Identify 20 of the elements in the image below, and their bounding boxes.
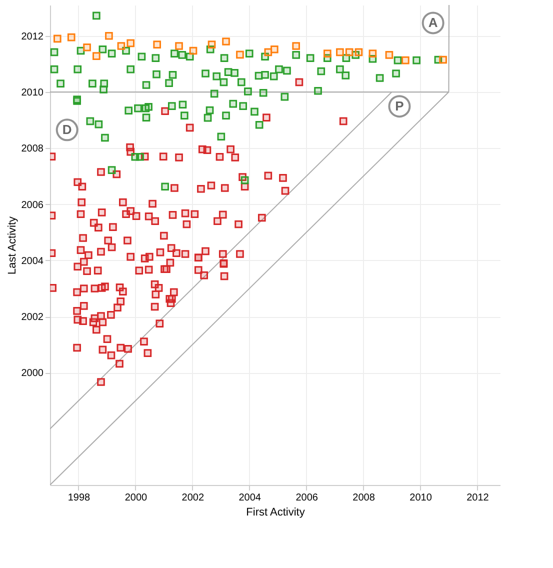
x-tick-label: 2006 (296, 492, 318, 504)
x-tick-label: 1998 (68, 492, 91, 504)
x-tick-label: 2004 (238, 492, 262, 504)
y-tick-label: 2004 (21, 256, 44, 267)
y-tick-label: 2012 (21, 31, 44, 42)
annotation: D (62, 122, 72, 137)
y-tick-label: 2008 (21, 144, 44, 155)
y-tick-label: 2000 (21, 368, 44, 380)
x-tick-label: 2002 (182, 492, 204, 504)
x-tick-label: 2010 (410, 492, 432, 504)
annotation: P (395, 98, 404, 114)
x-tick-label: 2012 (466, 492, 490, 504)
y-tick-label: 2002 (21, 312, 44, 324)
y-tick-label: 2010 (21, 88, 44, 99)
annotation: A (428, 14, 438, 30)
y-tick-label: 2006 (21, 200, 44, 211)
x-axis-title: First Activity (246, 506, 306, 518)
y-axis-title: Last Activity (6, 216, 18, 275)
x-tick-label: 2008 (352, 492, 376, 504)
x-tick-label: 2000 (124, 492, 148, 504)
